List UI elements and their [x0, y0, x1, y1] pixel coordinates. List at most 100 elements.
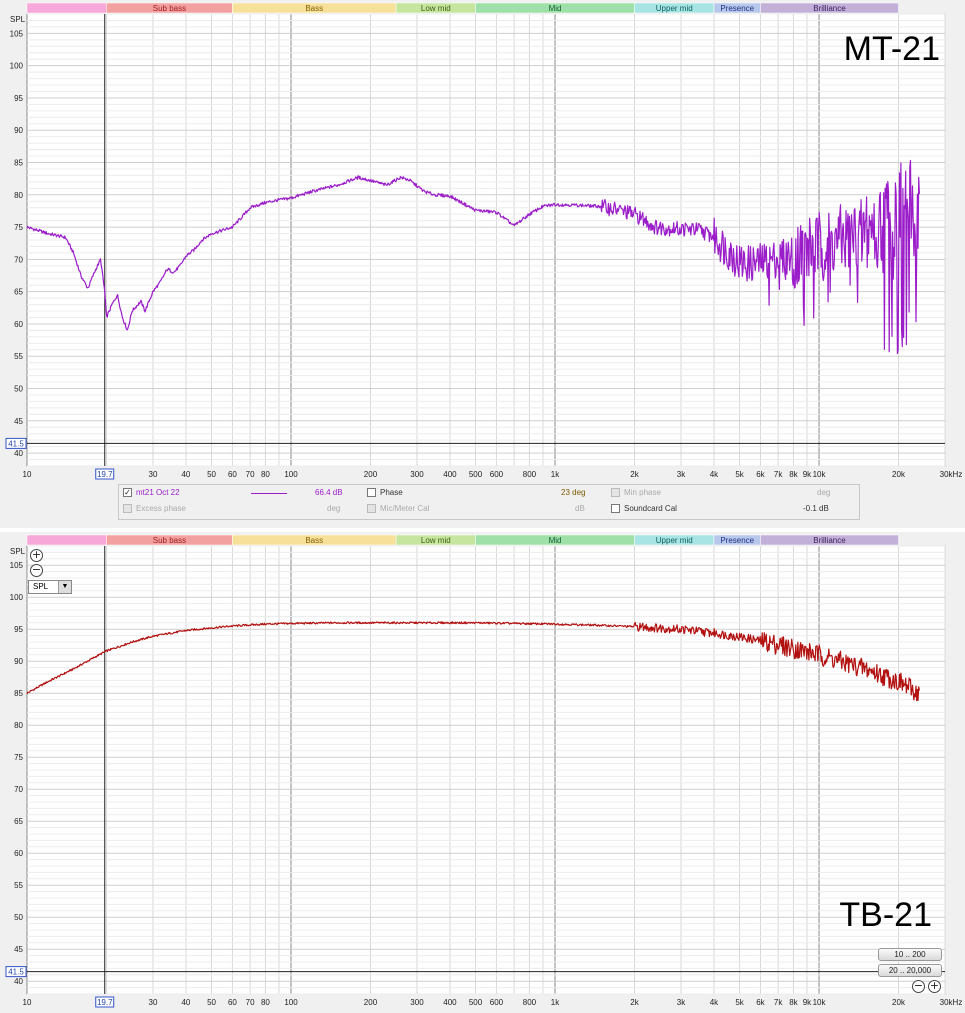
x-tick-label: 50: [207, 998, 216, 1007]
band-label: Mid: [549, 536, 562, 545]
x-tick-label: 4k: [710, 998, 719, 1007]
phase-checkbox[interactable]: [367, 488, 376, 497]
cursor-x-label: 19.7: [97, 998, 113, 1007]
zoom-in-x-icon[interactable]: +: [928, 979, 941, 993]
cursor-x-box: [95, 996, 115, 1008]
y-tick-label: 105: [10, 29, 24, 38]
band-label: Bass: [305, 536, 323, 545]
y-tick-label: 90: [14, 126, 23, 135]
y-tick-label: 50: [14, 913, 23, 922]
x-tick-label: 400: [443, 998, 457, 1007]
zoom-out-x-icon[interactable]: −: [912, 979, 925, 993]
series-checkbox[interactable]: ✓: [123, 488, 132, 497]
band-label: Low mid: [421, 536, 451, 545]
legend-panel: ✓ mt21 Oct 22 66.4 dB Phase 23 deg Min p…: [118, 484, 860, 520]
y-tick-label: 50: [14, 385, 23, 394]
x-tick-label: 600: [490, 998, 504, 1007]
cursor-x-box: [95, 468, 115, 480]
x-tick-label: 70: [246, 470, 255, 479]
band-segment: [760, 534, 899, 546]
min-phase-unit: deg: [817, 488, 831, 497]
y-tick-label: 55: [14, 352, 23, 361]
zoom-in-icon[interactable]: +: [30, 548, 43, 562]
x-tick-label: 70: [246, 998, 255, 1007]
zoom-out-icon[interactable]: −: [30, 563, 43, 577]
x-tick-label: 30: [149, 998, 158, 1007]
band-label: Brilliance: [813, 536, 846, 545]
x-tick-label: 3k: [677, 470, 686, 479]
x-tick-label: 2k: [630, 470, 639, 479]
x-tick-label: 100: [284, 998, 298, 1007]
x-tick-label: 20k: [892, 998, 906, 1007]
band-label: Brilliance: [813, 4, 846, 13]
soundcard-cal-value: -0.1 dB: [803, 504, 829, 513]
y-tick-label: 100: [10, 62, 24, 71]
y-tick-label: 75: [14, 753, 23, 762]
chart-tb21: Sub bass Bass Low mid Mid Upper mid Presence B…: [5, 534, 963, 1008]
x-tick-label: 300: [410, 470, 424, 479]
x-tick-label: 5k: [735, 998, 744, 1007]
phase-label: Phase: [380, 488, 403, 497]
y-axis-label: SPL: [10, 547, 26, 556]
band-label: Sub bass: [153, 536, 186, 545]
x-tick-label: 1k: [551, 470, 560, 479]
y-tick-label: 80: [14, 191, 23, 200]
x-tick-label: 8k: [789, 470, 798, 479]
y-tick-label: 100: [10, 593, 24, 602]
x-tick-label: 300: [410, 998, 424, 1007]
excess-phase-label: Excess phase: [136, 504, 186, 513]
band-label: Mid: [549, 4, 562, 13]
x-tick-label: 10: [23, 470, 32, 479]
x-tick-label: 8k: [789, 998, 798, 1007]
x-tick-label: 5k: [735, 470, 744, 479]
band-segment: [760, 2, 899, 14]
min-phase-checkbox: [611, 488, 620, 497]
phase-value: 23 deg: [561, 488, 586, 497]
x-tick-label: 200: [364, 470, 378, 479]
x-tick-label: 40: [181, 470, 190, 479]
x-tick-label: 30kHz: [940, 998, 963, 1007]
y-tick-label: 55: [14, 881, 23, 890]
cursor-y-label: 41.5: [8, 439, 24, 448]
y-tick-label: 70: [14, 785, 23, 794]
soundcard-cal-checkbox[interactable]: [611, 504, 620, 513]
band-label: Upper mid: [656, 4, 693, 13]
band-label: Presence: [720, 536, 754, 545]
x-tick-label: 500: [469, 998, 483, 1007]
y-tick-label: 45: [14, 417, 23, 426]
band-label: Presence: [720, 4, 754, 13]
y-tick-label: 65: [14, 817, 23, 826]
cursor-y-box: [5, 437, 27, 449]
y-tick-label: 40: [14, 449, 23, 458]
x-tick-label: 200: [364, 998, 378, 1007]
y-tick-label: 75: [14, 223, 23, 232]
band-label: Sub bass: [153, 4, 186, 13]
spl-select-value: SPL: [33, 582, 49, 591]
x-tick-label: 2k: [630, 998, 639, 1007]
x-tick-label: 100: [284, 470, 298, 479]
y-tick-label: 60: [14, 320, 23, 329]
spl-select[interactable]: SPL ▼: [28, 580, 72, 594]
y-tick-label: 80: [14, 721, 23, 730]
y-tick-label: 65: [14, 288, 23, 297]
y-tick-label: 85: [14, 159, 23, 168]
soundcard-cal-label: Soundcard Cal: [624, 504, 677, 513]
mic-cal-unit: dB: [575, 504, 585, 513]
x-tick-label: 30: [149, 470, 158, 479]
range-20-20000-button[interactable]: 20 .. 20,000: [878, 964, 942, 977]
x-tick-label: 10k: [813, 998, 827, 1007]
mic-cal-label: Mic/Meter Cal: [380, 504, 430, 513]
y-tick-label: 45: [14, 945, 23, 954]
x-tick-label: 20k: [892, 470, 906, 479]
chart-mt21: Sub bass Bass Low mid Mid Upper mid Presence B…: [5, 2, 962, 480]
x-tick-label: 800: [523, 470, 537, 479]
x-tick-label: 800: [523, 998, 537, 1007]
range-10-200-button[interactable]: 10 .. 200: [878, 948, 942, 961]
excess-phase-checkbox: [123, 504, 132, 513]
chevron-down-icon: ▼: [58, 581, 71, 593]
x-tick-label: 7k: [774, 998, 783, 1007]
x-tick-label: 6k: [756, 998, 765, 1007]
x-tick-label: 3k: [677, 998, 686, 1007]
x-tick-label: 6k: [756, 470, 765, 479]
y-tick-label: 105: [10, 561, 24, 570]
